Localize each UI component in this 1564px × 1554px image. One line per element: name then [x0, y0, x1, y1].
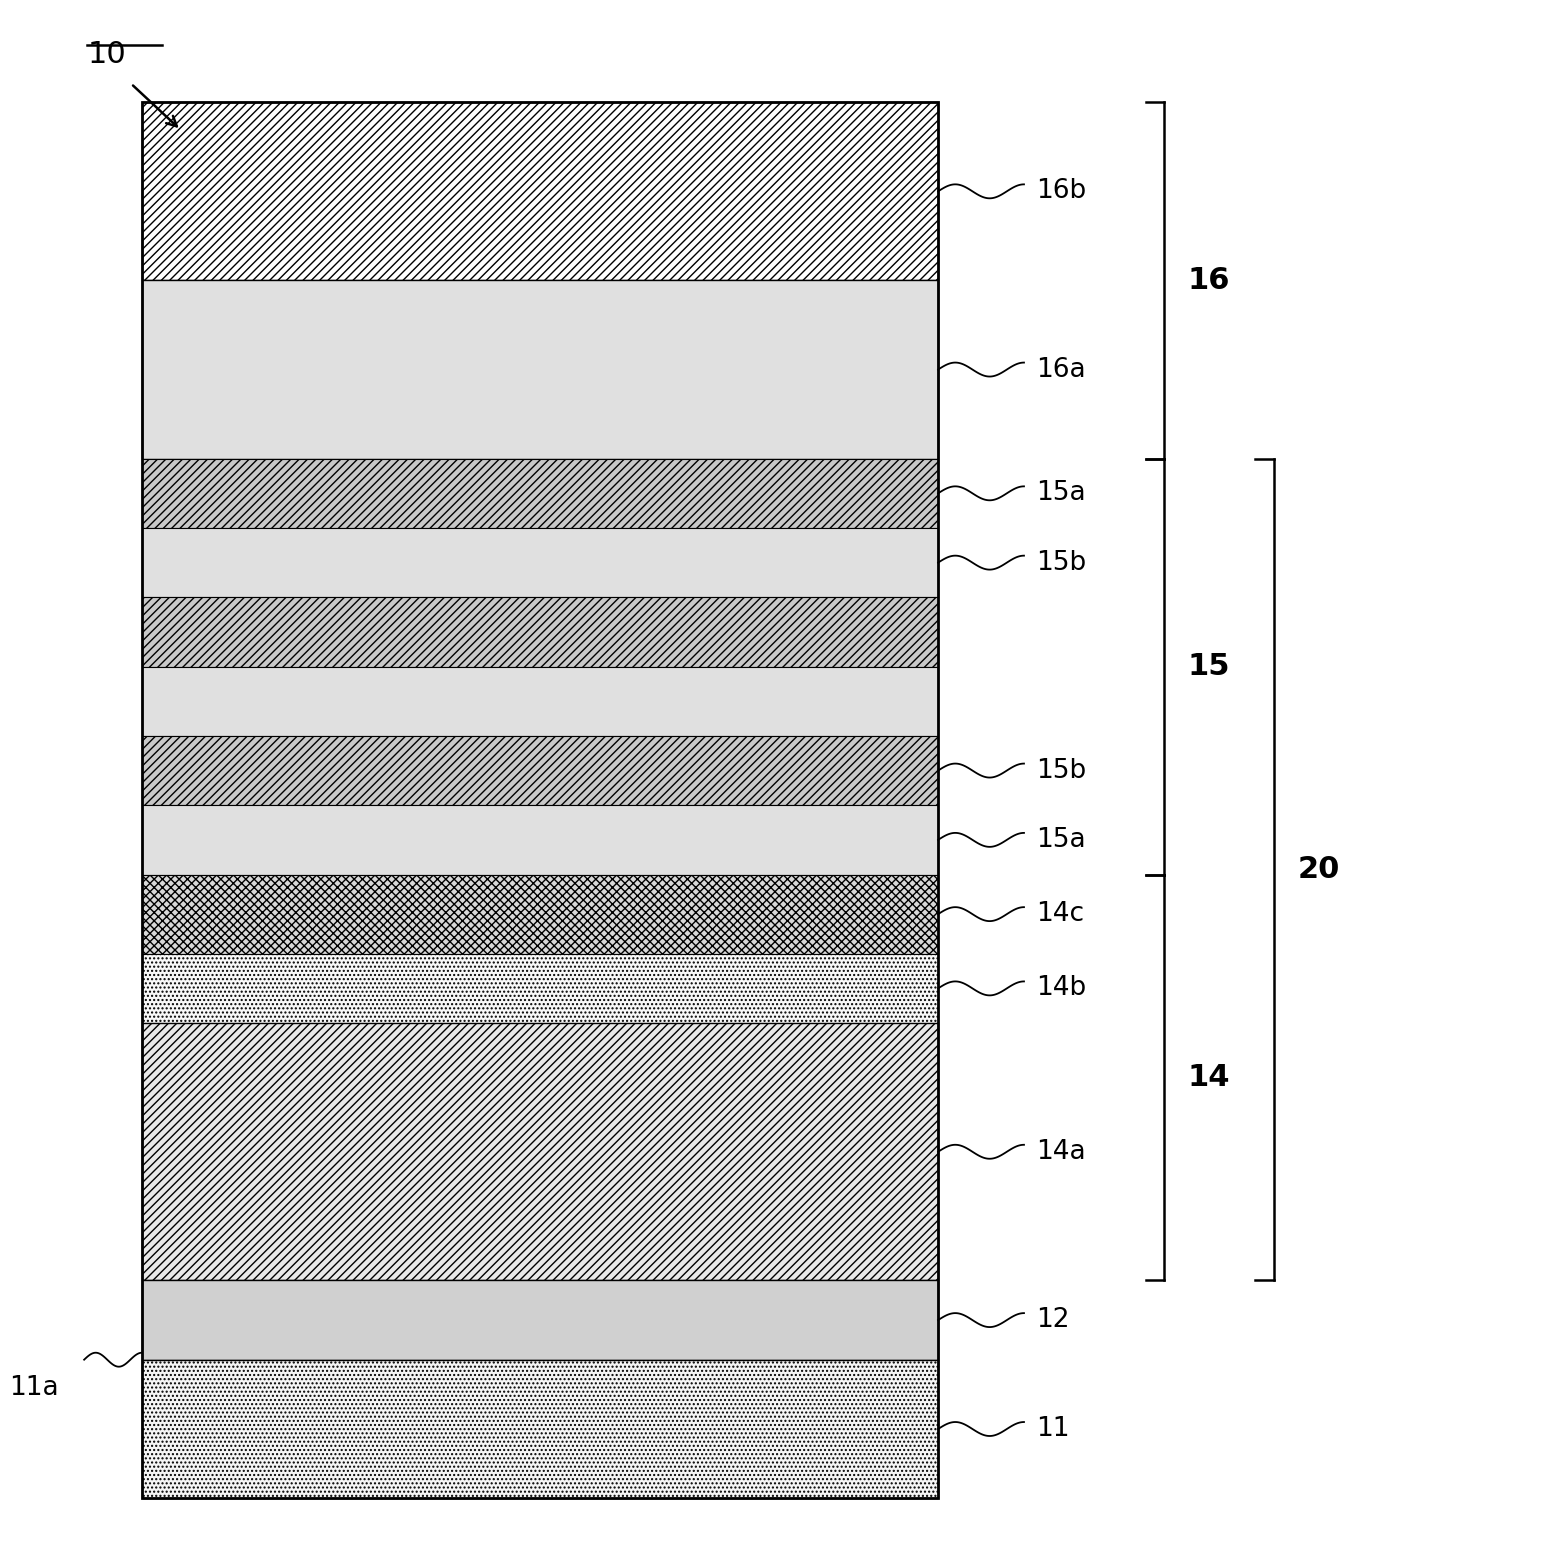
- Text: 11: 11: [1037, 1416, 1070, 1442]
- Bar: [142, 103, 938, 1498]
- Text: 14a: 14a: [1037, 1139, 1085, 1166]
- Text: 16: 16: [1189, 266, 1231, 295]
- Text: 14: 14: [1189, 1063, 1231, 1092]
- Text: 10: 10: [88, 40, 127, 70]
- Bar: [142, 458, 938, 528]
- Text: 20: 20: [1297, 855, 1340, 884]
- Text: 15b: 15b: [1037, 550, 1087, 575]
- Bar: [142, 667, 938, 737]
- Text: 12: 12: [1037, 1307, 1070, 1333]
- Text: 15b: 15b: [1037, 757, 1087, 783]
- Text: 11a: 11a: [9, 1375, 59, 1402]
- Bar: [142, 1280, 938, 1360]
- Text: 14b: 14b: [1037, 976, 1087, 1001]
- Text: 15: 15: [1189, 653, 1231, 681]
- Bar: [142, 737, 938, 805]
- Bar: [142, 103, 938, 280]
- Text: 16b: 16b: [1037, 179, 1087, 204]
- Bar: [142, 1360, 938, 1498]
- Bar: [142, 528, 938, 597]
- Text: 15a: 15a: [1037, 480, 1085, 507]
- Text: 14c: 14c: [1037, 901, 1084, 928]
- Bar: [142, 597, 938, 667]
- Bar: [142, 280, 938, 458]
- Text: 15a: 15a: [1037, 827, 1085, 853]
- Bar: [142, 954, 938, 1023]
- Bar: [142, 875, 938, 954]
- Bar: [142, 1023, 938, 1280]
- Text: 16a: 16a: [1037, 356, 1085, 382]
- Bar: [142, 805, 938, 875]
